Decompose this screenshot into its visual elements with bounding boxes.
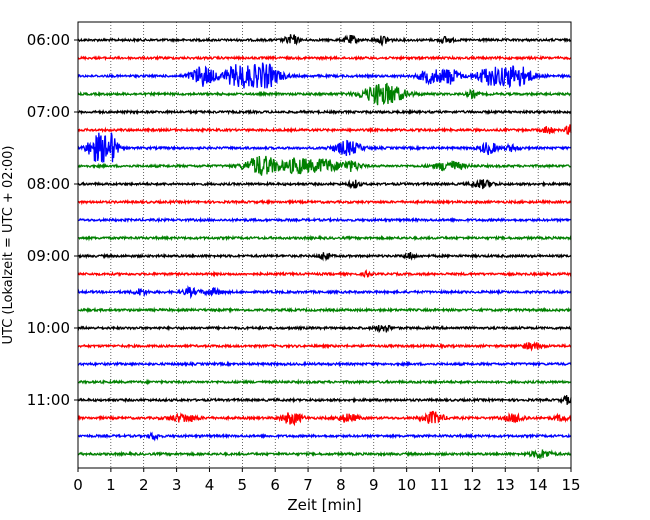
x-tick-label: 9 [369, 476, 379, 494]
x-tick-label: 7 [303, 476, 313, 494]
x-tick-label: 1 [106, 476, 116, 494]
trace-0800 [77, 178, 572, 190]
x-tick-label: 11 [430, 476, 449, 494]
y-tick-label: 11:00 [27, 391, 70, 409]
trace-0645 [77, 82, 572, 106]
x-tick-label: 5 [238, 476, 248, 494]
trace-0845 [77, 234, 572, 242]
trace-0945 [77, 306, 572, 314]
y-axis-label: UTC (Lokalzeit = UTC + 02:00) [1, 146, 16, 345]
x-tick-label: 3 [172, 476, 182, 494]
trace-1100 [77, 394, 572, 405]
y-tick-label: 10:00 [27, 319, 70, 337]
trace-1000 [77, 324, 572, 334]
x-tick-label: 4 [205, 476, 215, 494]
trace-0900 [77, 251, 572, 262]
plot-frame [77, 21, 572, 469]
trace-0915 [77, 269, 572, 279]
trace-1145 [77, 449, 572, 460]
trace-0815 [77, 198, 572, 206]
x-tick-label: 15 [561, 476, 580, 494]
trace-0615 [77, 54, 572, 62]
seismic-traces [77, 34, 572, 460]
trace-1115 [77, 410, 572, 427]
trace-0830 [77, 216, 572, 224]
y-tick-label: 08:00 [27, 175, 70, 193]
x-tick-label: 6 [270, 476, 280, 494]
y-axis-ticks: 06:00 07:00 08:00 09:00 10:00 11:00 [27, 31, 78, 409]
y-tick-label: 06:00 [27, 31, 70, 49]
x-tick-label: 12 [463, 476, 482, 494]
trace-1015 [77, 341, 572, 352]
x-tick-label: 0 [73, 476, 83, 494]
x-tick-label: 8 [336, 476, 346, 494]
x-axis-ticks: 0 1 2 3 4 5 6 7 8 9 10 11 12 13 14 15 [73, 468, 581, 494]
x-axis-label: Zeit [min] [287, 496, 361, 514]
y-tick-label: 09:00 [27, 247, 70, 265]
y-tick-label: 07:00 [27, 103, 70, 121]
trace-0730 [77, 132, 572, 163]
x-tick-label: 2 [139, 476, 149, 494]
trace-1130 [77, 431, 572, 442]
plot-background [78, 22, 571, 468]
x-tick-label: 13 [496, 476, 515, 494]
x-tick-label: 10 [397, 476, 416, 494]
trace-0700 [77, 108, 572, 116]
trace-1045 [77, 378, 572, 386]
trace-0715 [77, 124, 572, 135]
trace-1030 [77, 360, 572, 368]
trace-0630 [77, 62, 572, 89]
trace-0930 [77, 284, 572, 300]
grid-lines [110, 22, 539, 468]
trace-0600 [77, 34, 572, 47]
trace-0745 [77, 155, 572, 176]
x-tick-label: 14 [529, 476, 548, 494]
